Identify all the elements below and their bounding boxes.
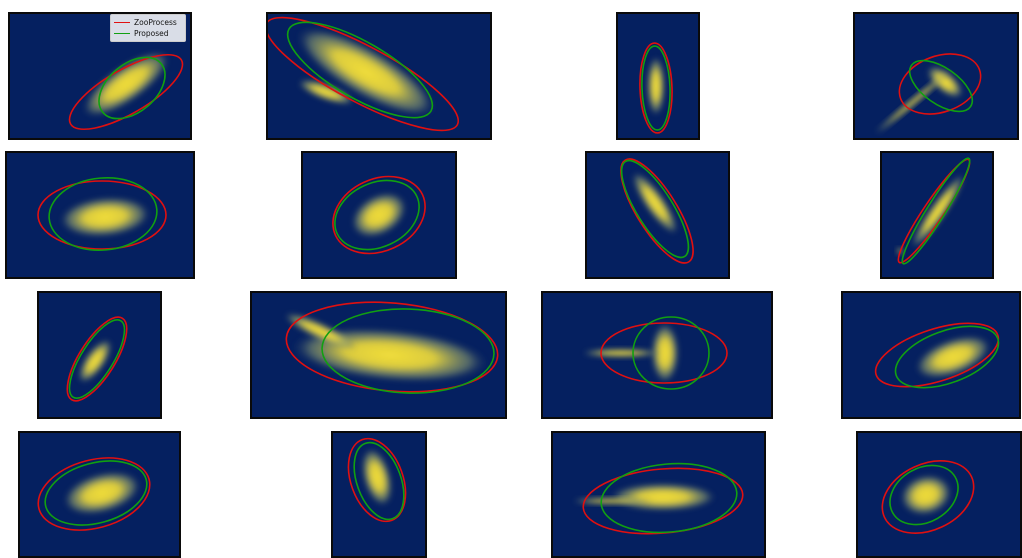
specimen-appendage bbox=[571, 498, 651, 504]
specimen-panel-7-canvas bbox=[585, 151, 730, 279]
panel-frame bbox=[551, 431, 766, 558]
specimen-panel-2 bbox=[266, 12, 492, 140]
proposed-ellipse bbox=[48, 177, 158, 251]
panel-frame bbox=[18, 431, 181, 558]
zooprocess-line-swatch bbox=[114, 22, 130, 23]
zooprocess-ellipse bbox=[66, 316, 128, 402]
zooprocess-ellipse bbox=[37, 180, 167, 250]
legend-label-zooprocess: ZooProcess bbox=[134, 18, 177, 27]
panel-frame bbox=[616, 12, 700, 140]
specimen-body bbox=[631, 171, 679, 235]
specimen-body bbox=[82, 50, 170, 118]
specimen-panel-6 bbox=[301, 151, 457, 279]
panel-frame bbox=[856, 431, 1022, 558]
specimen-appendage bbox=[283, 312, 357, 350]
specimen-body bbox=[63, 471, 141, 515]
specimen-body bbox=[926, 65, 964, 99]
panel-frame bbox=[301, 151, 457, 279]
panel-frame bbox=[585, 151, 730, 279]
legend-item-zooprocess: ZooProcess bbox=[114, 17, 182, 28]
specimen-panel-9-canvas bbox=[37, 291, 162, 419]
zooprocess-ellipse bbox=[347, 437, 407, 523]
specimen-body bbox=[59, 196, 151, 238]
panel-frame bbox=[541, 291, 773, 419]
specimen-panel-9 bbox=[37, 291, 162, 419]
panel-frame bbox=[266, 12, 492, 140]
proposed-ellipse bbox=[98, 56, 166, 120]
proposed-ellipse bbox=[901, 157, 971, 265]
specimen-body bbox=[647, 56, 665, 116]
specimen-panel-15-canvas bbox=[551, 431, 766, 558]
specimen-body bbox=[361, 447, 393, 507]
specimen-appendage bbox=[873, 68, 953, 136]
proposed-ellipse bbox=[600, 462, 738, 534]
specimen-panel-14-canvas bbox=[331, 431, 427, 558]
specimen-panel-16 bbox=[856, 431, 1022, 558]
specimen-panel-13-canvas bbox=[18, 431, 181, 558]
zooprocess-ellipse bbox=[639, 42, 673, 134]
zooprocess-ellipse bbox=[881, 460, 975, 534]
proposed-ellipse bbox=[286, 21, 434, 119]
specimen-body bbox=[910, 173, 966, 249]
specimen-body bbox=[295, 26, 437, 118]
proposed-ellipse bbox=[894, 325, 1000, 389]
proposed-ellipse bbox=[68, 319, 126, 399]
proposed-ellipse bbox=[321, 308, 495, 394]
panel-frame bbox=[250, 291, 507, 419]
zooprocess-ellipse bbox=[37, 457, 151, 531]
proposed-ellipse bbox=[641, 45, 671, 131]
specimen-panel-7 bbox=[585, 151, 730, 279]
zooprocess-ellipse bbox=[600, 322, 728, 384]
specimen-panel-4-canvas bbox=[853, 12, 1019, 140]
proposed-ellipse bbox=[353, 441, 405, 521]
specimen-panel-12 bbox=[841, 291, 1021, 419]
specimen-body bbox=[651, 323, 679, 383]
zooprocess-ellipse bbox=[874, 322, 1000, 388]
specimen-panel-5 bbox=[5, 151, 195, 279]
specimen-panel-10-canvas bbox=[250, 291, 507, 419]
specimen-body bbox=[900, 474, 952, 516]
specimen-panel-15 bbox=[551, 431, 766, 558]
specimen-body bbox=[77, 338, 113, 384]
proposed-ellipse bbox=[334, 179, 420, 251]
proposed-ellipse bbox=[620, 159, 690, 259]
specimen-panel-11-canvas bbox=[541, 291, 773, 419]
panel-frame bbox=[8, 12, 192, 140]
specimen-body bbox=[609, 483, 717, 511]
specimen-appendage bbox=[581, 349, 661, 357]
proposed-ellipse bbox=[44, 460, 148, 526]
panel-frame bbox=[5, 151, 195, 279]
specimen-panel-10 bbox=[250, 291, 507, 419]
legend-item-proposed: Proposed bbox=[114, 28, 182, 39]
specimen-panel-16-canvas bbox=[856, 431, 1022, 558]
specimen-panel-2-canvas bbox=[266, 12, 492, 140]
panel-frame bbox=[841, 291, 1021, 419]
specimen-appendage bbox=[297, 79, 355, 105]
proposed-ellipse bbox=[889, 464, 959, 526]
specimen-panel-12-canvas bbox=[841, 291, 1021, 419]
panel-frame bbox=[853, 12, 1019, 140]
specimen-panel-8-canvas bbox=[880, 151, 994, 279]
specimen-panel-11 bbox=[541, 291, 773, 419]
legend-label-proposed: Proposed bbox=[134, 29, 169, 38]
specimen-panel-6-canvas bbox=[301, 151, 457, 279]
proposed-ellipse bbox=[632, 316, 710, 390]
specimen-panel-3-canvas bbox=[616, 12, 700, 140]
proposed-line-swatch bbox=[114, 33, 130, 34]
specimen-panel-13 bbox=[18, 431, 181, 558]
zooprocess-ellipse bbox=[332, 175, 426, 255]
zooprocess-ellipse bbox=[620, 158, 694, 264]
panel-frame bbox=[880, 151, 994, 279]
specimen-body bbox=[351, 192, 407, 238]
specimen-panel-8 bbox=[880, 151, 994, 279]
specimen-panel-3 bbox=[616, 12, 700, 140]
panel-frame bbox=[37, 291, 162, 419]
legend: ZooProcess Proposed bbox=[110, 14, 186, 42]
zooprocess-ellipse bbox=[68, 53, 184, 131]
proposed-ellipse bbox=[908, 59, 974, 113]
specimen-panel-4 bbox=[853, 12, 1019, 140]
panel-frame bbox=[331, 431, 427, 558]
specimen-panel-5-canvas bbox=[5, 151, 195, 279]
specimen-panel-14 bbox=[331, 431, 427, 558]
